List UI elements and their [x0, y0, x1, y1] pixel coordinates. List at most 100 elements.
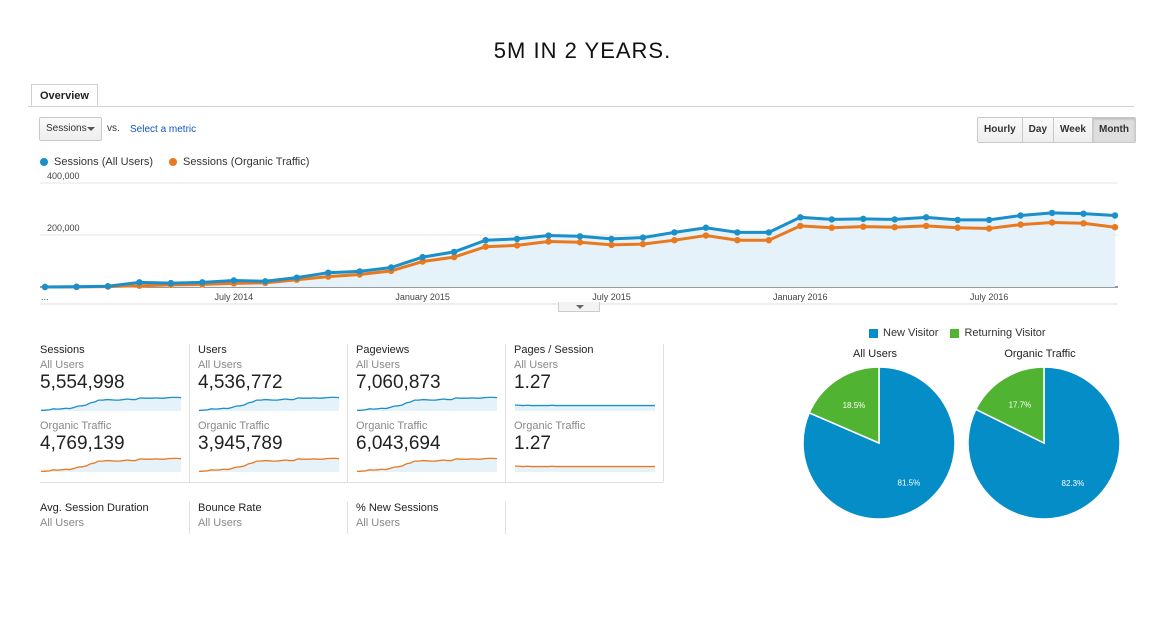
data-point-all-users[interactable] [356, 268, 363, 275]
segment-label: Organic Traffic [514, 420, 586, 432]
data-point-organic[interactable] [1048, 219, 1056, 226]
data-point-organic[interactable] [639, 240, 647, 248]
data-point-organic[interactable] [985, 225, 993, 232]
sessions-line-chart[interactable]: 400,000 200,000... July 2014 January 2015 Ju… [0, 170, 1165, 305]
data-point-all-users[interactable] [828, 216, 835, 223]
data-point-all-users[interactable] [1080, 210, 1087, 217]
segment-label: All Users [40, 359, 85, 371]
scorecard-avg-session-duration[interactable]: Avg. Session Duration All Users [40, 502, 190, 642]
data-point-all-users[interactable] [765, 229, 773, 236]
legend-item-organic[interactable]: Sessions (Organic Traffic) [169, 156, 309, 168]
data-point-organic[interactable] [702, 232, 710, 239]
data-point-all-users[interactable] [136, 279, 143, 286]
data-point-all-users[interactable] [734, 229, 741, 236]
data-point-organic[interactable] [1017, 221, 1024, 228]
metric-select-label: Sessions [46, 123, 87, 134]
pie-slice-returning-visitor[interactable] [808, 366, 880, 445]
sparkline-area [357, 397, 497, 411]
data-point-organic[interactable] [860, 223, 867, 230]
data-point-organic[interactable] [450, 253, 458, 261]
data-point-all-users[interactable] [387, 264, 395, 271]
data-point-all-users[interactable] [41, 283, 49, 291]
scorecard-sessions[interactable]: Sessions All Users 5,554,998 Organic Traf… [40, 344, 190, 484]
metric-value-organic: 3,945,789 [198, 433, 283, 454]
scorecard--new-sessions[interactable]: % New Sessions All Users [356, 502, 506, 642]
pie-slice-new-visitor[interactable] [967, 366, 1121, 520]
pie-slice-label: 82.3% [1062, 479, 1085, 488]
data-point-organic[interactable] [891, 224, 898, 231]
scorecard-bounce-rate[interactable]: Bounce Rate All Users [198, 502, 348, 642]
data-point-organic[interactable] [828, 224, 835, 231]
month-button[interactable]: Month [1091, 118, 1135, 142]
tab-overview[interactable]: Overview [31, 84, 98, 106]
data-point-organic[interactable] [797, 222, 804, 230]
legend-item-all-users[interactable]: Sessions (All Users) [40, 156, 153, 168]
data-point-organic[interactable] [765, 237, 773, 244]
data-point-all-users[interactable] [1017, 212, 1024, 219]
data-point-all-users[interactable] [1048, 209, 1056, 217]
sparkline-organic [198, 457, 340, 473]
data-point-all-users[interactable] [671, 229, 678, 236]
granularity-toggle: Hourly Day Week Month [977, 117, 1136, 143]
data-point-all-users[interactable] [576, 233, 584, 240]
data-point-organic[interactable] [1080, 220, 1087, 227]
data-point-all-users[interactable] [104, 283, 112, 290]
scorecard-pages-session[interactable]: Pages / Session All Users 1.27 Organic Tr… [514, 344, 664, 484]
data-point-organic[interactable] [576, 239, 584, 246]
data-point-all-users[interactable] [608, 235, 615, 243]
pie-chart-all-users[interactable]: 18.5% 81.5% [800, 364, 960, 524]
data-point-all-users[interactable] [262, 278, 269, 285]
data-point-all-users[interactable] [513, 235, 521, 243]
legend-dot-icon [169, 158, 178, 166]
data-point-all-users[interactable] [419, 253, 426, 261]
data-point-organic[interactable] [922, 222, 930, 230]
data-point-organic[interactable] [734, 237, 741, 244]
data-point-all-users[interactable] [702, 224, 710, 231]
hourly-button[interactable]: Hourly [978, 118, 1022, 142]
data-point-all-users[interactable] [1111, 212, 1119, 219]
data-point-organic[interactable] [608, 241, 615, 249]
data-point-organic[interactable] [671, 237, 678, 244]
data-point-all-users[interactable] [954, 216, 961, 224]
data-point-all-users[interactable] [73, 283, 80, 290]
chart-collapse-handle[interactable] [558, 302, 600, 312]
data-point-organic[interactable] [1111, 224, 1119, 231]
sparkline-line [198, 396, 340, 412]
pie-slice-label: 17.7% [1009, 400, 1032, 409]
pie-chart-organic[interactable]: 17.7% 82.3% [965, 364, 1125, 524]
data-point-all-users[interactable] [482, 237, 489, 244]
data-point-all-users[interactable] [545, 232, 552, 239]
data-point-all-users[interactable] [450, 248, 458, 256]
page-headline: 5M IN 2 YEARS. [493, 38, 672, 63]
data-point-all-users[interactable] [985, 216, 993, 224]
data-point-all-users[interactable] [230, 277, 238, 284]
scorecard-title: % New Sessions [356, 502, 439, 514]
pie-legend-item-returning[interactable]: Returning Visitor [950, 327, 1046, 339]
data-point-all-users[interactable] [639, 234, 647, 241]
data-point-all-users[interactable] [199, 279, 206, 286]
data-point-organic[interactable] [419, 258, 426, 265]
data-point-organic[interactable] [954, 224, 961, 231]
data-point-all-users[interactable] [891, 216, 898, 223]
sparkline-area [41, 397, 181, 411]
week-button[interactable]: Week [1053, 118, 1092, 142]
data-point-all-users[interactable] [797, 214, 804, 221]
data-point-all-users[interactable] [293, 274, 300, 281]
data-point-all-users[interactable] [922, 214, 930, 221]
chevron-down-icon [87, 127, 95, 131]
metric-select[interactable]: Sessions [39, 117, 102, 141]
data-point-organic[interactable] [513, 242, 521, 249]
sparkline-organic [40, 457, 182, 473]
day-button[interactable]: Day [1021, 118, 1054, 142]
data-point-all-users[interactable] [325, 269, 332, 276]
data-point-all-users[interactable] [167, 279, 175, 287]
pie-legend-item-new[interactable]: New Visitor [869, 327, 938, 339]
data-point-all-users[interactable] [860, 215, 867, 223]
select-metric-link[interactable]: Select a metric [130, 124, 197, 135]
data-point-organic[interactable] [482, 243, 489, 250]
scorecard-pageviews[interactable]: Pageviews All Users 7,060,873 Organic Tra… [356, 344, 506, 484]
scorecard-users[interactable]: Users All Users 4,536,772 Organic Traffic… [198, 344, 348, 484]
scorecard-divider [189, 344, 190, 482]
pie-slice-returning-visitor[interactable] [974, 366, 1045, 445]
data-point-organic[interactable] [545, 238, 552, 245]
